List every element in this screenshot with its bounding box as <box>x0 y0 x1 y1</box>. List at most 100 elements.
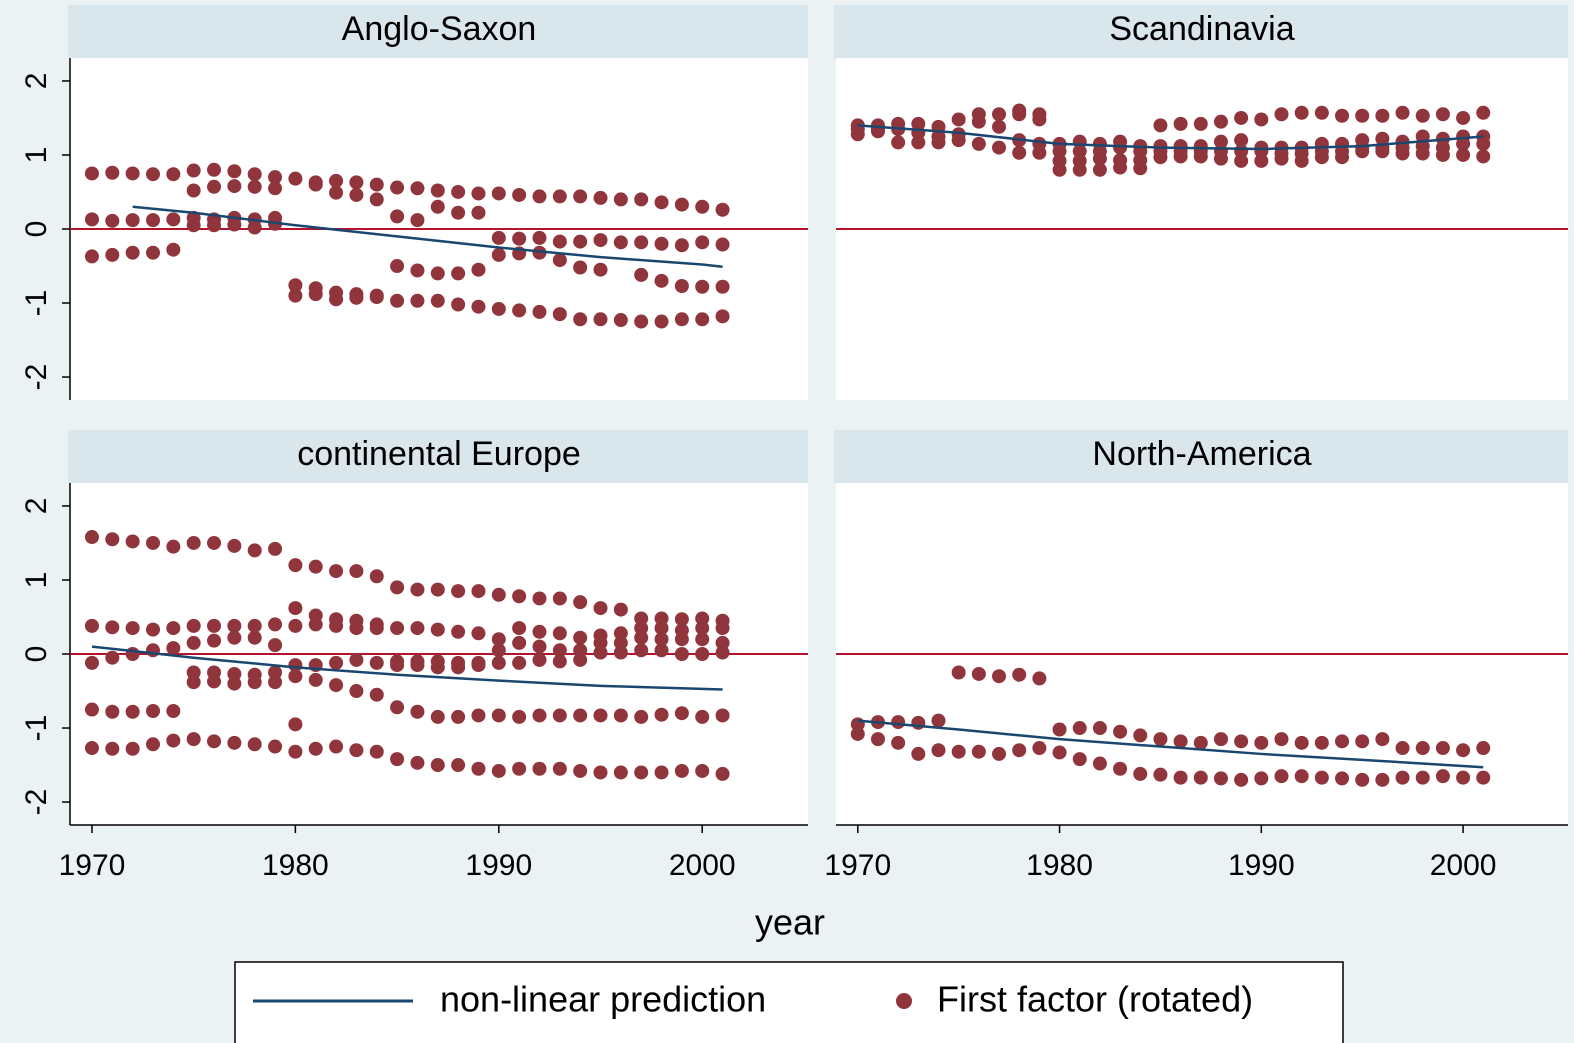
point <box>1476 741 1491 756</box>
point <box>491 655 506 670</box>
point <box>84 618 99 633</box>
point <box>654 707 669 722</box>
point <box>125 534 140 549</box>
point <box>532 652 547 667</box>
point <box>1456 743 1471 758</box>
point <box>268 739 283 754</box>
point <box>390 580 405 595</box>
point <box>471 186 486 201</box>
point <box>911 715 926 730</box>
point <box>145 622 160 637</box>
point <box>512 621 527 636</box>
point <box>329 185 344 200</box>
point <box>634 630 649 645</box>
point <box>654 195 669 210</box>
point <box>369 569 384 584</box>
point <box>654 765 669 780</box>
point <box>532 189 547 204</box>
point <box>1032 112 1047 127</box>
point <box>1435 769 1450 784</box>
point <box>1395 105 1410 120</box>
point <box>369 192 384 207</box>
point <box>227 164 242 179</box>
point <box>850 726 865 741</box>
point <box>268 617 283 632</box>
point <box>288 601 303 616</box>
point <box>951 665 966 680</box>
point <box>471 205 486 220</box>
point <box>247 543 262 558</box>
point <box>1032 145 1047 160</box>
point <box>512 635 527 650</box>
point <box>1476 105 1491 120</box>
point <box>512 655 527 670</box>
point <box>654 632 669 647</box>
point <box>1153 732 1168 747</box>
point <box>1294 735 1309 750</box>
point <box>166 704 181 718</box>
point <box>451 205 466 220</box>
point <box>288 744 303 759</box>
legend-label: First factor (rotated) <box>937 979 1253 1020</box>
point <box>451 584 466 599</box>
point <box>695 763 710 778</box>
point <box>145 535 160 550</box>
point <box>186 635 201 650</box>
point <box>1314 770 1329 785</box>
point <box>512 231 527 246</box>
point <box>1314 150 1329 165</box>
point <box>613 708 628 723</box>
point <box>105 213 120 228</box>
point <box>105 620 120 635</box>
point <box>695 709 710 724</box>
point <box>186 535 201 550</box>
point <box>1274 107 1289 122</box>
point <box>1213 732 1228 747</box>
point <box>166 539 181 554</box>
point <box>390 752 405 767</box>
point <box>1476 149 1491 164</box>
point <box>552 307 567 322</box>
point <box>268 181 283 196</box>
point <box>145 167 160 182</box>
point <box>308 287 323 302</box>
x-tick-label: 1980 <box>262 849 329 882</box>
point <box>992 140 1007 155</box>
point <box>410 582 425 597</box>
x-tick-label: 1990 <box>1228 849 1295 882</box>
point <box>1355 144 1370 159</box>
point <box>512 187 527 202</box>
strip <box>834 430 1568 483</box>
panel-title: Anglo-Saxon <box>342 10 537 48</box>
point <box>1314 105 1329 120</box>
point <box>532 761 547 776</box>
point <box>695 235 710 250</box>
point <box>1274 732 1289 747</box>
point <box>1234 772 1249 787</box>
point <box>471 708 486 723</box>
point <box>84 530 99 545</box>
point <box>145 643 160 658</box>
point <box>891 735 906 750</box>
point <box>1193 770 1208 785</box>
point <box>1435 741 1450 756</box>
point <box>1234 110 1249 125</box>
point <box>247 220 262 235</box>
point <box>850 127 865 142</box>
point <box>329 678 344 693</box>
point <box>491 230 506 245</box>
point <box>207 734 222 749</box>
point <box>247 675 262 690</box>
point <box>308 741 323 756</box>
point <box>227 618 242 633</box>
prediction-line <box>91 645 723 691</box>
point <box>992 669 1007 684</box>
point <box>207 633 222 648</box>
x-tick-label: 1980 <box>1026 849 1093 882</box>
point <box>84 212 99 227</box>
point <box>552 654 567 669</box>
point <box>1456 147 1471 162</box>
strip <box>68 5 808 58</box>
point <box>1476 770 1491 785</box>
point <box>1395 741 1410 756</box>
